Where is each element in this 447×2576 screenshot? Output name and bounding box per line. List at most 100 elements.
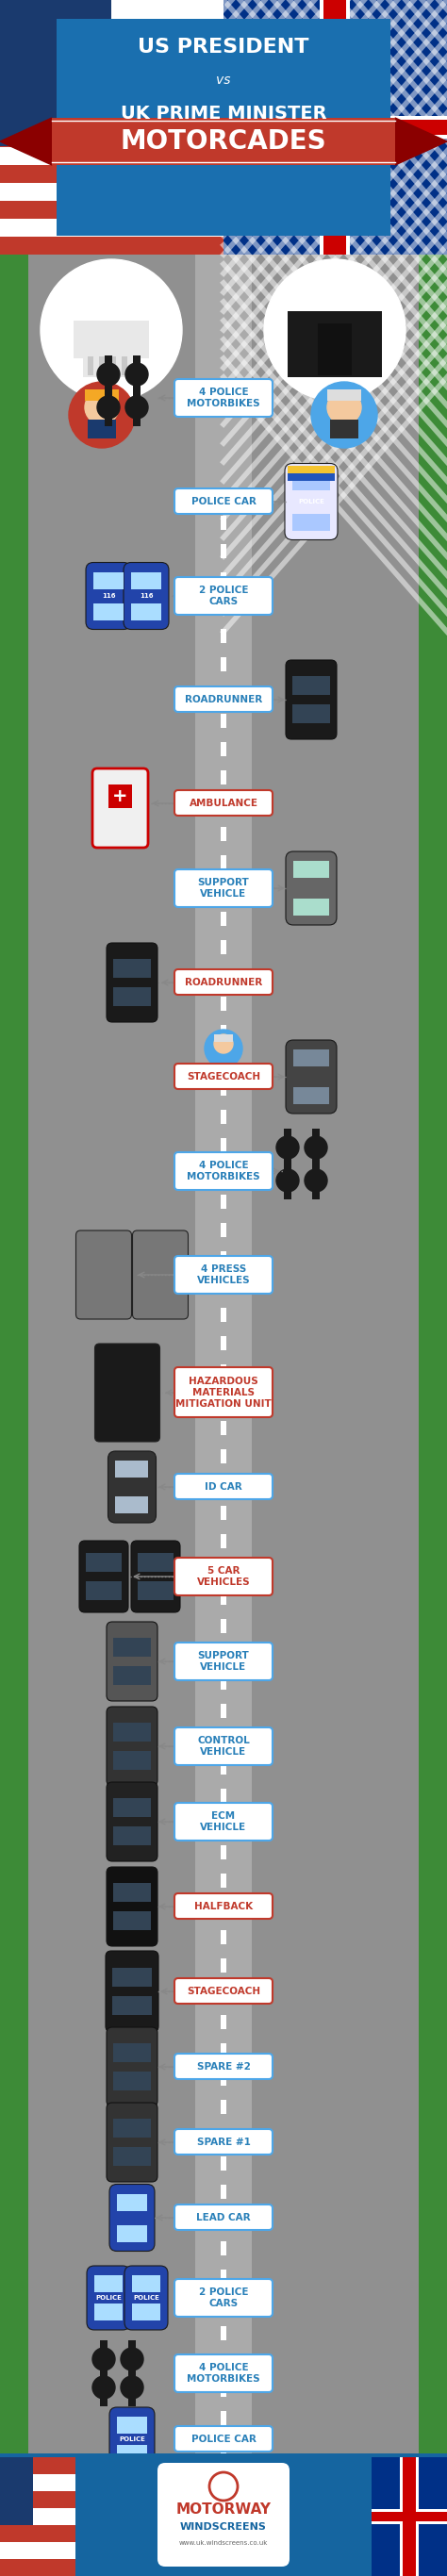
FancyBboxPatch shape <box>174 685 273 711</box>
FancyBboxPatch shape <box>74 319 149 358</box>
FancyBboxPatch shape <box>0 201 224 219</box>
FancyBboxPatch shape <box>112 1996 152 2014</box>
Circle shape <box>304 1136 327 1159</box>
FancyBboxPatch shape <box>132 2275 160 2293</box>
Polygon shape <box>0 118 52 165</box>
Text: SUPPORT
VEHICLE: SUPPORT VEHICLE <box>198 1651 249 1672</box>
Text: 116: 116 <box>101 592 115 598</box>
FancyBboxPatch shape <box>86 1582 122 1600</box>
FancyBboxPatch shape <box>221 1394 226 1406</box>
Text: 5 CAR
VEHICLES: 5 CAR VEHICLES <box>197 1566 250 1587</box>
FancyBboxPatch shape <box>106 2102 157 2182</box>
FancyBboxPatch shape <box>221 629 226 644</box>
FancyBboxPatch shape <box>57 18 390 237</box>
Text: www.uk.windscreens.co.uk: www.uk.windscreens.co.uk <box>179 2540 268 2545</box>
Text: 2 POLICE
CARS: 2 POLICE CARS <box>199 585 248 605</box>
FancyBboxPatch shape <box>113 1826 151 1844</box>
Text: ID CAR: ID CAR <box>205 1481 242 1492</box>
FancyBboxPatch shape <box>287 466 335 474</box>
FancyBboxPatch shape <box>286 1041 337 1113</box>
FancyBboxPatch shape <box>0 165 224 183</box>
FancyBboxPatch shape <box>79 1540 128 1613</box>
FancyBboxPatch shape <box>0 2452 447 2576</box>
FancyBboxPatch shape <box>318 325 352 376</box>
Text: POLICE CAR: POLICE CAR <box>191 2434 256 2445</box>
FancyBboxPatch shape <box>113 1883 151 1901</box>
FancyBboxPatch shape <box>224 118 447 134</box>
FancyBboxPatch shape <box>221 2071 226 2087</box>
FancyBboxPatch shape <box>221 1450 226 1463</box>
FancyBboxPatch shape <box>0 2524 76 2543</box>
Circle shape <box>41 260 182 402</box>
FancyBboxPatch shape <box>106 1783 157 1862</box>
FancyBboxPatch shape <box>221 912 226 925</box>
FancyBboxPatch shape <box>221 1337 226 1350</box>
Text: MOTORWAY: MOTORWAY <box>176 2504 271 2517</box>
Circle shape <box>93 2347 115 2370</box>
FancyBboxPatch shape <box>221 997 226 1010</box>
FancyBboxPatch shape <box>221 1618 226 1633</box>
Text: POLICE: POLICE <box>95 2295 122 2300</box>
FancyBboxPatch shape <box>115 1497 148 1512</box>
FancyBboxPatch shape <box>105 1950 158 2032</box>
Circle shape <box>276 1136 299 1159</box>
Text: 4 POLICE
MOTORBIKES: 4 POLICE MOTORBIKES <box>187 389 260 407</box>
FancyBboxPatch shape <box>174 577 273 616</box>
FancyBboxPatch shape <box>117 2195 147 2210</box>
Text: HALFBACK: HALFBACK <box>194 1901 253 1911</box>
FancyBboxPatch shape <box>0 18 224 36</box>
FancyBboxPatch shape <box>0 36 224 54</box>
FancyBboxPatch shape <box>221 1280 226 1293</box>
FancyBboxPatch shape <box>113 2146 151 2166</box>
FancyBboxPatch shape <box>221 2099 226 2115</box>
FancyBboxPatch shape <box>0 2543 76 2558</box>
FancyBboxPatch shape <box>292 675 330 696</box>
FancyBboxPatch shape <box>221 685 226 701</box>
FancyBboxPatch shape <box>221 2156 226 2172</box>
FancyBboxPatch shape <box>128 2367 136 2406</box>
FancyBboxPatch shape <box>0 165 224 183</box>
FancyBboxPatch shape <box>95 1345 160 1443</box>
FancyBboxPatch shape <box>224 0 447 255</box>
Circle shape <box>69 381 135 448</box>
FancyBboxPatch shape <box>0 72 224 90</box>
FancyBboxPatch shape <box>0 2458 76 2473</box>
Text: STAGECOACH: STAGECOACH <box>187 1986 260 1996</box>
FancyBboxPatch shape <box>286 659 337 739</box>
FancyBboxPatch shape <box>124 2267 168 2329</box>
FancyBboxPatch shape <box>138 1582 173 1600</box>
FancyBboxPatch shape <box>93 603 123 621</box>
FancyBboxPatch shape <box>132 2303 160 2321</box>
Text: +: + <box>112 786 127 804</box>
FancyBboxPatch shape <box>174 1473 273 1499</box>
FancyBboxPatch shape <box>0 0 224 18</box>
FancyBboxPatch shape <box>221 2326 226 2339</box>
FancyBboxPatch shape <box>324 0 346 255</box>
FancyBboxPatch shape <box>221 969 226 981</box>
FancyBboxPatch shape <box>0 129 224 147</box>
FancyBboxPatch shape <box>371 2458 447 2576</box>
FancyBboxPatch shape <box>174 1064 273 1090</box>
Text: CONTROL
VEHICLE: CONTROL VEHICLE <box>197 1736 250 1757</box>
FancyBboxPatch shape <box>400 2458 419 2576</box>
FancyBboxPatch shape <box>113 2043 151 2063</box>
FancyBboxPatch shape <box>0 183 224 201</box>
FancyBboxPatch shape <box>221 1703 226 1718</box>
FancyBboxPatch shape <box>221 1788 226 1803</box>
FancyBboxPatch shape <box>286 853 337 925</box>
FancyBboxPatch shape <box>0 3 224 21</box>
Circle shape <box>97 363 120 386</box>
Circle shape <box>311 381 377 448</box>
FancyBboxPatch shape <box>88 420 116 438</box>
FancyBboxPatch shape <box>221 1986 226 2002</box>
Text: ECM
VEHICLE: ECM VEHICLE <box>200 1811 247 1832</box>
FancyBboxPatch shape <box>0 2509 76 2524</box>
FancyBboxPatch shape <box>221 2269 226 2285</box>
FancyBboxPatch shape <box>0 126 224 144</box>
FancyBboxPatch shape <box>0 183 224 201</box>
FancyBboxPatch shape <box>0 2491 76 2509</box>
FancyBboxPatch shape <box>174 1893 273 1919</box>
FancyBboxPatch shape <box>221 515 226 531</box>
FancyBboxPatch shape <box>0 255 28 2452</box>
Text: 2 POLICE
CARS: 2 POLICE CARS <box>199 2287 248 2308</box>
